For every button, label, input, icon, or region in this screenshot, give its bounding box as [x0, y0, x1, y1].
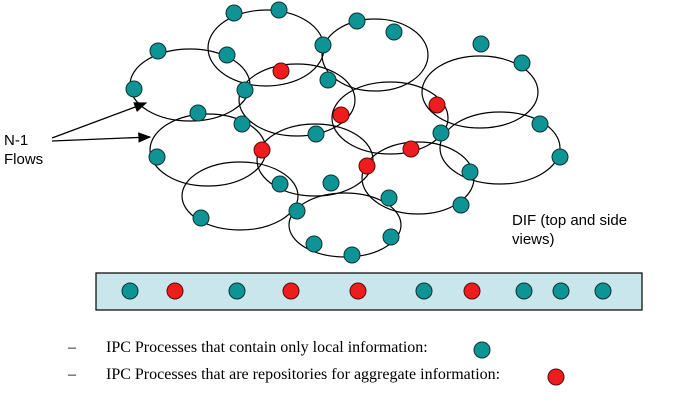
legend-local-swatch — [473, 341, 491, 359]
local-node — [461, 163, 479, 181]
local-node — [322, 174, 340, 192]
legend-dash: – — [68, 339, 76, 356]
legend-aggregate-swatch — [547, 368, 565, 386]
local-node — [236, 81, 254, 99]
local-node — [452, 196, 470, 214]
local-node — [149, 42, 167, 60]
flow-ring — [421, 55, 539, 129]
aggregate-node — [402, 140, 420, 158]
aggregate-node — [272, 62, 290, 80]
local-node — [189, 104, 207, 122]
local-node — [513, 54, 531, 72]
side-view-aggregate-node — [349, 282, 367, 300]
side-view-local-node — [594, 282, 612, 300]
side-view-nodes — [121, 282, 612, 300]
local-node — [125, 80, 143, 98]
aggregate-node — [358, 157, 376, 175]
aggregate-node — [428, 96, 446, 114]
flow-ring — [321, 18, 429, 92]
flow-ring — [238, 63, 356, 137]
legend-text-aggregate: IPC Processes that are repositories for … — [106, 366, 501, 383]
side-view-local-node — [515, 282, 533, 300]
legend-dash: – — [68, 366, 76, 383]
side-view-aggregate-node — [282, 282, 300, 300]
local-node — [218, 46, 236, 64]
dif-label: DIF (top and side views) — [512, 212, 628, 248]
legend-row-local: – IPC Processes that contain only local i… — [68, 339, 428, 357]
flow-ring — [181, 161, 299, 231]
n-1-flows-label: N-1 Flows — [4, 132, 44, 168]
flow-ring — [331, 81, 449, 155]
local-node — [270, 1, 288, 19]
dif-side-view-bar — [95, 272, 643, 311]
side-view-local-node — [228, 282, 246, 300]
side-view-aggregate-node — [166, 282, 184, 300]
local-node — [192, 209, 210, 227]
aggregate-node — [332, 106, 350, 124]
local-node — [305, 235, 323, 253]
flow-arrow — [51, 102, 148, 139]
side-view-local-node — [552, 282, 570, 300]
local-node — [472, 35, 490, 53]
flow-arrow — [51, 132, 152, 143]
local-node — [343, 246, 361, 264]
local-node — [531, 115, 549, 133]
local-node — [271, 175, 289, 193]
legend-row-aggregate: – IPC Processes that are repositories for… — [68, 366, 500, 384]
local-node — [385, 23, 403, 41]
aggregate-node — [253, 141, 271, 159]
local-node — [307, 125, 325, 143]
flow-ring — [439, 111, 561, 185]
legend-text-local: IPC Processes that contain only local in… — [106, 339, 428, 356]
local-node — [348, 12, 366, 30]
local-node — [148, 148, 166, 166]
side-view-local-node — [415, 282, 433, 300]
side-view-aggregate-node — [463, 282, 481, 300]
local-node — [382, 228, 400, 246]
side-view-local-node — [121, 282, 139, 300]
local-node — [319, 71, 337, 89]
local-node — [288, 202, 306, 220]
local-node — [225, 4, 243, 22]
local-node — [551, 148, 569, 166]
local-node — [432, 124, 450, 142]
local-node — [233, 115, 251, 133]
local-node — [314, 36, 332, 54]
local-node — [380, 189, 398, 207]
